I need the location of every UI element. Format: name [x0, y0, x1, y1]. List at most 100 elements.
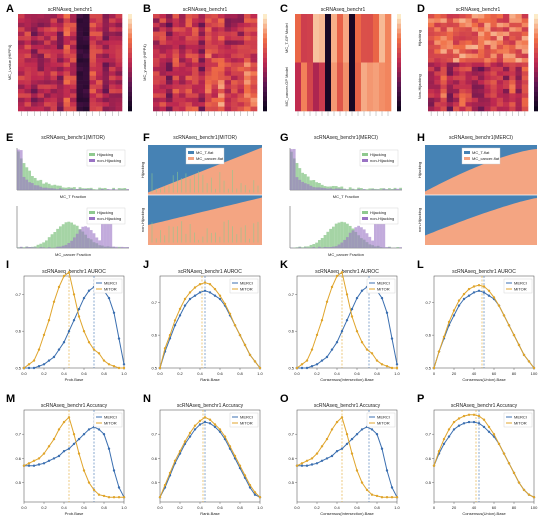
heatmap-cell — [509, 40, 516, 46]
heatmap-cell — [515, 44, 523, 50]
heatmap-cell — [509, 88, 516, 94]
data-point-MERCI — [67, 330, 71, 333]
heatmap-cell — [24, 44, 32, 50]
heatmap-cell — [192, 18, 199, 24]
hist-bar-non-hijacking — [42, 187, 45, 190]
heatmap-cell — [185, 40, 193, 46]
hist-bar-non-hijacking — [396, 188, 400, 190]
heatmap-cell — [179, 84, 186, 90]
heatmap-cell — [218, 93, 225, 99]
x-tick-label: 0.2 — [41, 505, 47, 510]
heatmap-cell — [434, 31, 441, 37]
chart-title-M: scRNAseq_benchr1 Accuracy — [41, 403, 108, 409]
heatmap-cell — [70, 66, 77, 72]
heatmap-cell — [31, 93, 38, 99]
heatmap-cell — [172, 75, 180, 81]
hist-bar-non-hijacking — [112, 246, 115, 248]
heatmap-cell — [44, 97, 51, 103]
heatmap-cell — [31, 14, 38, 19]
colorbar-segment — [128, 77, 132, 83]
data-point-MiTOR — [355, 330, 359, 333]
x-tick-label: 0.8 — [101, 371, 107, 376]
plot-frame — [23, 409, 125, 503]
heatmap-cell — [490, 62, 498, 68]
heatmap-cell — [198, 58, 206, 63]
heatmap-cell — [57, 71, 64, 77]
data-point-MiTOR — [248, 483, 252, 487]
heatmap-cell — [153, 75, 160, 81]
series-line-MERCI — [297, 426, 398, 498]
data-point-MiTOR — [325, 300, 329, 303]
heatmap-cell — [185, 36, 193, 41]
heatmap-cell — [70, 27, 77, 32]
heatmap-cell — [211, 18, 219, 24]
x-tick-label: 0.0 — [157, 505, 163, 510]
heatmap-cell — [70, 93, 77, 99]
heatmap-cell — [224, 36, 232, 41]
data-point-MiTOR — [385, 496, 389, 499]
heatmap-cell — [96, 102, 103, 107]
heatmap-cell — [434, 80, 441, 85]
heatmap-cell — [428, 84, 435, 90]
heatmap-cell — [50, 93, 58, 99]
heatmap-cell — [24, 36, 32, 41]
heatmap-cell — [224, 66, 232, 72]
hist-bar-hijacking — [73, 224, 76, 248]
heatmap-cell — [478, 49, 485, 54]
heatmap-cell — [153, 71, 160, 77]
heatmap-cell — [70, 14, 77, 19]
heatmap-cell — [57, 93, 64, 99]
heatmap-cell — [218, 84, 225, 90]
hist-bar-hijacking — [379, 188, 383, 190]
heatmap-cell — [490, 66, 498, 72]
heatmap-cell — [515, 58, 523, 63]
y-tick-label: 0.6 — [15, 456, 21, 461]
heatmap-cell — [521, 102, 529, 107]
data-point-MERCI — [97, 428, 101, 431]
heatmap-cell — [179, 40, 186, 46]
heatmap-cell — [211, 66, 219, 72]
heatmap-cell — [44, 102, 51, 107]
heatmap-cell — [57, 53, 64, 59]
heatmap-cell — [218, 75, 225, 81]
heatmap-cell — [521, 31, 529, 37]
heatmap-cell — [218, 106, 225, 112]
data-point-MERCI — [395, 363, 399, 366]
hist-bar-non-hijacking — [312, 187, 316, 190]
heatmap-cell — [37, 40, 45, 46]
heatmap-cell — [434, 36, 441, 41]
heatmap-cell — [50, 31, 58, 37]
colorbar-segment — [263, 57, 267, 63]
hist-bar-hijacking — [123, 188, 127, 190]
heatmap-cell — [179, 75, 186, 81]
heatmap-cell — [31, 66, 38, 72]
data-point-MiTOR — [52, 437, 56, 441]
plot-frame — [23, 275, 125, 369]
heatmap-cell — [446, 66, 454, 72]
heatmap-cell — [89, 71, 97, 77]
data-point-MiTOR — [37, 348, 41, 351]
data-point-MiTOR — [320, 445, 324, 448]
heatmap-cell — [115, 40, 123, 46]
heatmap-cell — [434, 58, 441, 63]
y-tick-label: 0.7 — [425, 300, 431, 305]
heatmap-cell — [166, 53, 173, 59]
data-point-MiTOR — [57, 428, 61, 431]
heatmap-cell — [459, 31, 466, 37]
hist-bar-non-hijacking — [329, 188, 332, 190]
heatmap-cell — [434, 66, 441, 72]
heatmap-cell — [63, 14, 71, 19]
heatmap-cell — [179, 62, 186, 68]
heatmap-cell — [313, 62, 320, 112]
heatmap-cell — [459, 53, 466, 59]
heatmap-cell — [96, 93, 103, 99]
heatmap-cell — [231, 93, 238, 99]
data-point-MiTOR — [122, 366, 126, 370]
colorbar-segment — [128, 43, 132, 49]
heatmap-cell — [440, 97, 448, 103]
heatmap-cell — [509, 58, 516, 63]
heatmap-cell — [478, 106, 485, 112]
heatmap-cell — [224, 18, 232, 24]
data-point-MERCI — [102, 433, 106, 436]
heatmap-cell — [459, 75, 466, 81]
